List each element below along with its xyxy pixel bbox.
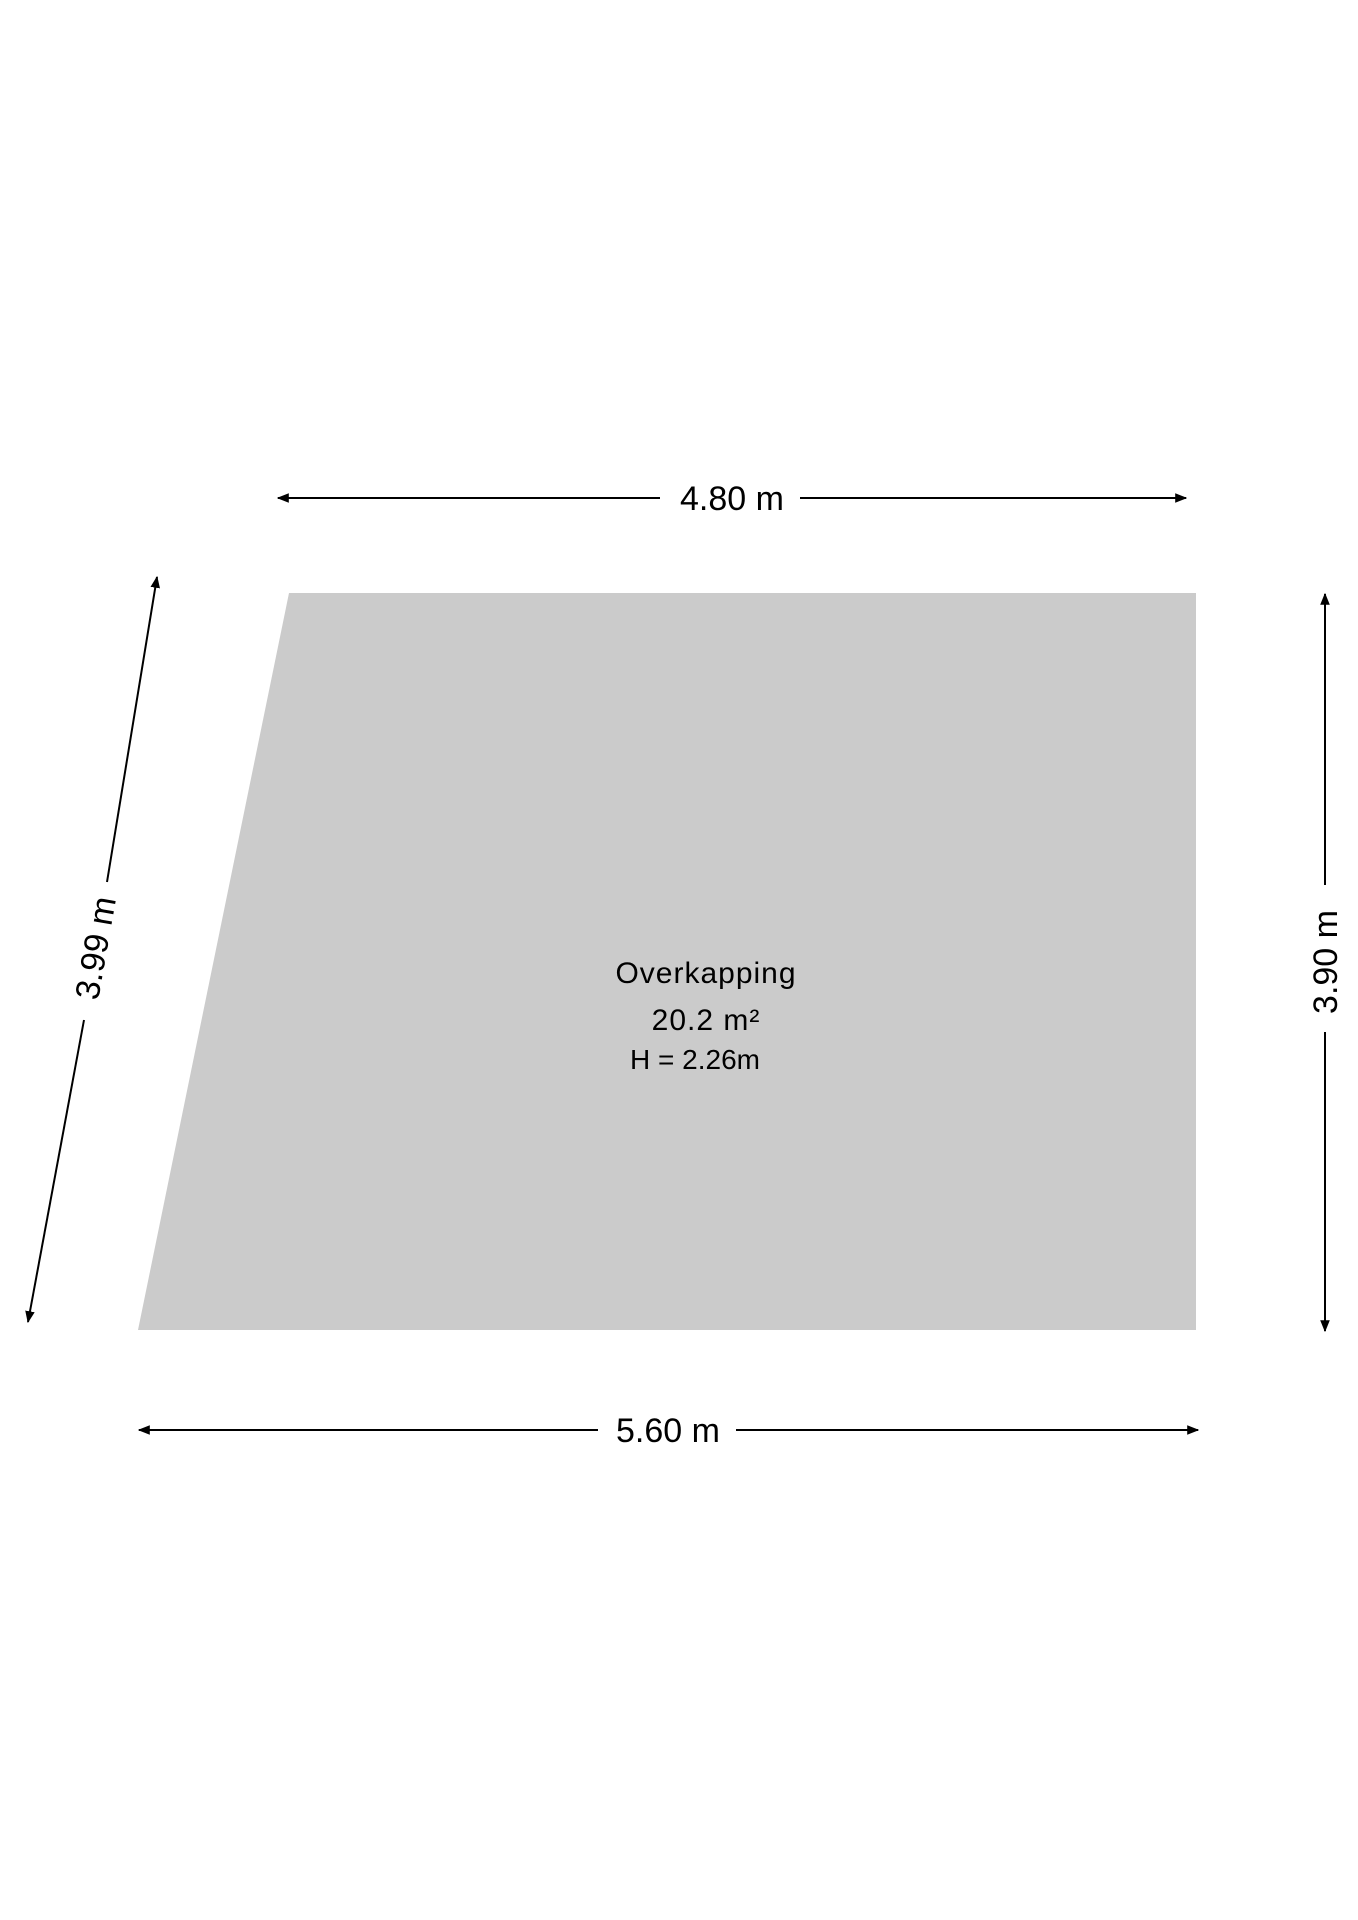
room-height: H = 2.26m xyxy=(630,1044,760,1075)
room-name: Overkapping xyxy=(615,957,796,990)
dimension-left-label: 3.99 m xyxy=(68,894,123,1003)
dimension-bottom-label: 5.60 m xyxy=(616,1412,720,1450)
dimension-bottom: 5.60 m xyxy=(137,1412,1200,1450)
dimension-top-label: 4.80 m xyxy=(680,480,784,518)
room-area: 20.2 m² xyxy=(652,1004,761,1037)
room-overkapping xyxy=(138,593,1196,1330)
dimension-left: 3.99 m xyxy=(25,575,160,1324)
dimension-top: 4.80 m xyxy=(276,480,1188,518)
dimension-right-label: 3.90 m xyxy=(1307,910,1345,1014)
dimension-right: 3.90 m xyxy=(1307,592,1345,1333)
